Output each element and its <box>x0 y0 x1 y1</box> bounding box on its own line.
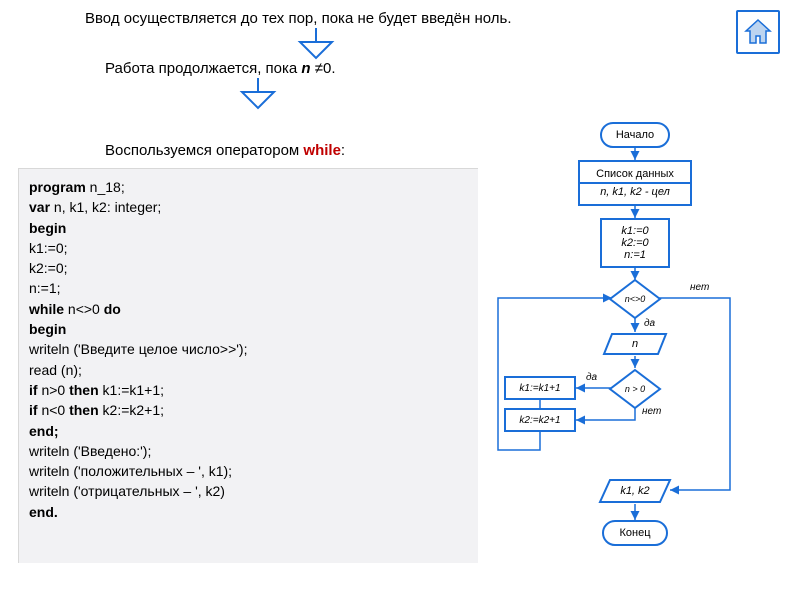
flow-cond1: n<>0 <box>608 278 662 320</box>
cond2-yes-label: да <box>586 372 597 383</box>
intro-text-1: Ввод осуществляется до тех пор, пока не … <box>85 10 512 27</box>
flow-assign-k2: k2:=k2+1 <box>504 408 576 432</box>
code-line: if n<0 then k2:=k2+1; <box>29 400 468 420</box>
home-icon[interactable] <box>736 10 780 54</box>
code-line: end; <box>29 421 468 441</box>
flow-output: k1, k2 <box>598 478 672 504</box>
line3-while: while <box>303 142 341 159</box>
code-box: program n_18; var n, k1, k2: integer; be… <box>18 168 478 563</box>
flow-data: Список данных n, k1, k2 - цел <box>578 160 692 206</box>
code-line: read (n); <box>29 360 468 380</box>
code-line: writeln ('положительных – ', k1); <box>29 461 468 481</box>
flow-input: n <box>602 332 668 356</box>
code-line: n:=1; <box>29 278 468 298</box>
code-line: begin <box>29 319 468 339</box>
flowchart: Начало Список данных n, k1, k2 - цел k1:… <box>490 120 790 590</box>
flow-cond2: n > 0 <box>608 368 662 410</box>
line2-prefix: Работа продолжается, пока <box>105 60 301 77</box>
cond1-no-label: нет <box>690 282 709 293</box>
code-line: begin <box>29 218 468 238</box>
arrow-down-icon-2 <box>238 78 278 110</box>
code-line: if n>0 then k1:=k1+1; <box>29 380 468 400</box>
flow-start: Начало <box>600 122 670 148</box>
code-line: while n<>0 do <box>29 299 468 319</box>
code-line: end. <box>29 502 468 522</box>
line3-prefix: Воспользуемся оператором <box>105 142 303 159</box>
flow-assign-k1: k1:=k1+1 <box>504 376 576 400</box>
cond1-yes-label: да <box>644 318 655 329</box>
arrow-down-icon-1 <box>296 28 336 60</box>
code-line: k2:=0; <box>29 258 468 278</box>
intro-text-2: Работа продолжается, пока n ≠0. <box>105 60 336 77</box>
line3-suffix: : <box>341 142 345 159</box>
flow-data-vars: n, k1, k2 - цел <box>600 184 670 200</box>
code-line: writeln ('Введено:'); <box>29 441 468 461</box>
line2-suffix: ≠0. <box>311 60 336 77</box>
cond2-no-label: нет <box>642 406 661 417</box>
code-line: var n, k1, k2: integer; <box>29 197 468 217</box>
line2-var: n <box>301 60 310 77</box>
code-line: k1:=0; <box>29 238 468 258</box>
flow-init: k1:=0 k2:=0 n:=1 <box>600 218 670 268</box>
flow-data-title: Список данных <box>580 166 690 184</box>
intro-text-3: Воспользуемся оператором while: <box>105 142 345 159</box>
code-line: writeln ('Введите целое число>>'); <box>29 339 468 359</box>
flow-end: Конец <box>602 520 668 546</box>
code-line: program n_18; <box>29 177 468 197</box>
code-line: writeln ('отрицательных – ', k2) <box>29 481 468 501</box>
